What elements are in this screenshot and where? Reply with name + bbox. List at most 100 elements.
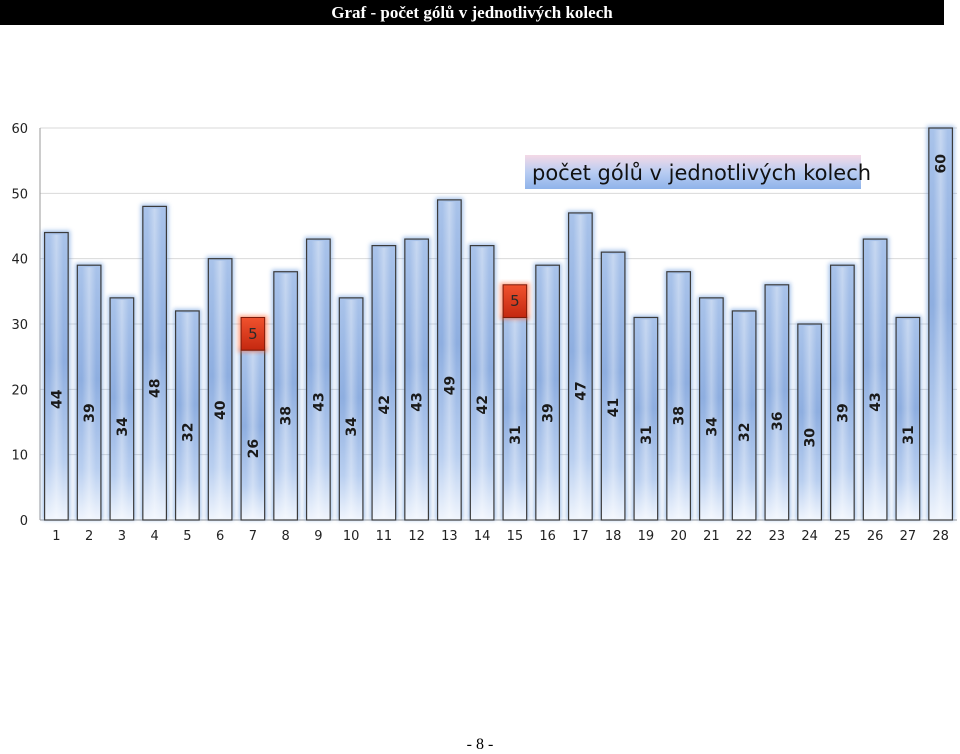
x-tick-label: 12 <box>408 529 425 544</box>
x-tick-label: 16 <box>539 529 556 544</box>
x-tick-label: 19 <box>638 529 655 544</box>
x-tick-label: 15 <box>507 529 524 544</box>
y-tick-label: 40 <box>11 253 28 268</box>
bar-shine <box>835 267 850 518</box>
y-tick-labels: 0 10 20 30 40 50 60 <box>11 122 28 529</box>
bar-shine <box>540 267 555 518</box>
bar-shine <box>573 214 588 518</box>
bar-shine <box>802 326 817 518</box>
highlight-label: 5 <box>248 325 258 343</box>
bar-shine <box>704 299 719 518</box>
bar-shine <box>213 260 228 518</box>
bar-shine <box>82 267 97 518</box>
bar-value-label: 38 <box>279 406 295 425</box>
bar-value-label: 43 <box>868 392 884 411</box>
bar-value-label: 30 <box>803 428 819 448</box>
bar-shine <box>114 299 129 518</box>
x-tick-label: 10 <box>343 529 360 544</box>
bar-value-label: 39 <box>541 403 557 422</box>
bar-value-label: 32 <box>180 422 196 441</box>
bars: 44 39 34 48 32 40 26 38 43 34 42 43 49 42 31 39 47 41 31 38… <box>42 126 955 521</box>
bar-shine <box>606 254 621 518</box>
bar-value-label: 43 <box>410 392 426 411</box>
bar-shine <box>245 352 260 518</box>
y-tick-label: 20 <box>11 383 28 398</box>
bar-value-label: 42 <box>377 395 393 414</box>
bar-value-label: 34 <box>704 417 720 437</box>
bar-value-label: 39 <box>82 403 98 422</box>
bar-value-label: 38 <box>672 406 688 425</box>
y-tick-label: 50 <box>11 187 28 202</box>
x-tick-label: 27 <box>900 529 917 544</box>
bar-value-label: 31 <box>901 425 917 444</box>
x-tick-label: 28 <box>932 529 949 544</box>
bar-value-label: 44 <box>49 389 65 409</box>
bar-shine <box>900 319 915 518</box>
bar-value-label: 42 <box>475 395 491 414</box>
x-tick-label: 8 <box>281 529 289 544</box>
x-tick-label: 14 <box>474 529 491 544</box>
y-tick-label: 60 <box>11 122 28 137</box>
legend-label: počet gólů v jednotlivých kolech <box>532 161 871 185</box>
bar-shine <box>49 234 64 519</box>
legend-background <box>525 155 861 189</box>
bar-value-label: 34 <box>115 417 131 437</box>
x-tick-label: 20 <box>670 529 687 544</box>
bar-value-label: 60 <box>934 154 950 174</box>
bar-value-label: 34 <box>344 417 360 437</box>
bar-shine <box>311 241 326 519</box>
bar-shine <box>409 241 424 519</box>
x-tick-label: 5 <box>183 529 191 544</box>
x-tick-labels: 1 2 3 4 5 6 7 8 9 10 11 12 13 14 15 16 17 18 19 20 21 22 23 24 2… <box>52 529 949 544</box>
header-title: Graf - počet gólů v jednotlivých kolech <box>0 0 944 25</box>
x-tick-label: 7 <box>249 529 257 544</box>
x-tick-label: 4 <box>150 529 158 544</box>
x-tick-label: 13 <box>441 529 458 544</box>
bar-shine <box>868 241 883 519</box>
bar-shine <box>507 319 522 518</box>
highlight-segment <box>240 316 266 351</box>
x-tick-label: 1 <box>52 529 60 544</box>
x-tick-label: 6 <box>216 529 224 544</box>
highlight-segment <box>502 284 528 318</box>
y-tick-label: 30 <box>11 318 28 333</box>
bar-value-label: 36 <box>770 411 786 430</box>
bar-value-label: 47 <box>573 381 589 400</box>
bar-value-label: 39 <box>835 403 851 422</box>
bar-shine <box>638 319 653 518</box>
bar-value-label: 48 <box>148 379 164 398</box>
bar-value-label: 41 <box>606 398 622 417</box>
bar-shine <box>278 273 293 518</box>
x-tick-label: 26 <box>867 529 884 544</box>
bar-shine <box>376 247 391 518</box>
x-tick-label: 25 <box>834 529 851 544</box>
bar-value-label: 32 <box>737 422 753 441</box>
bar-shine <box>737 312 752 518</box>
bar-value-label: 43 <box>311 392 327 411</box>
highlights: 55 <box>238 282 530 353</box>
x-tick-label: 22 <box>736 529 753 544</box>
x-tick-label: 3 <box>118 529 126 544</box>
bar-shine <box>442 201 457 518</box>
x-tick-label: 21 <box>703 529 720 544</box>
x-tick-label: 2 <box>85 529 93 544</box>
page-number: - 8 - <box>466 736 494 753</box>
bar-shine <box>344 299 359 518</box>
x-tick-label: 11 <box>376 529 393 544</box>
highlight-label: 5 <box>510 292 520 310</box>
x-tick-label: 18 <box>605 529 622 544</box>
bar-shine <box>671 273 686 518</box>
bar-value-label: 31 <box>508 425 524 444</box>
bar-value-label: 40 <box>213 400 229 420</box>
legend: počet gólů v jednotlivých kolech <box>525 155 871 189</box>
bar-value-label: 49 <box>442 376 458 395</box>
bar-shine <box>180 312 195 518</box>
y-tick-label: 0 <box>20 514 28 529</box>
x-tick-label: 17 <box>572 529 589 544</box>
y-tick-label: 10 <box>11 449 28 464</box>
x-tick-label: 9 <box>314 529 322 544</box>
x-tick-label: 23 <box>769 529 786 544</box>
bar-value-label: 31 <box>639 425 655 444</box>
bar-shine <box>475 247 490 518</box>
